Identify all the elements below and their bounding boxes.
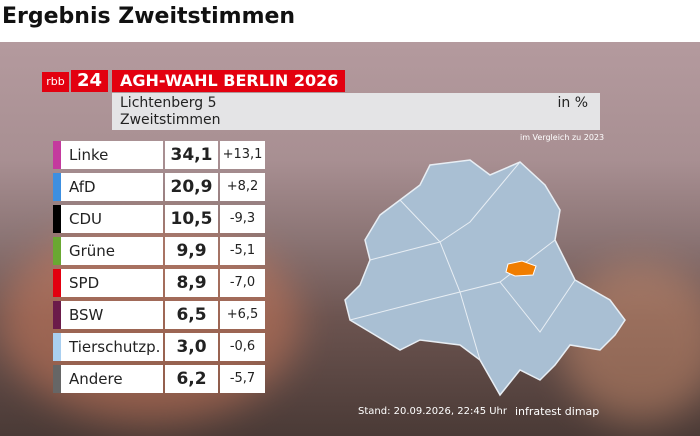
vote-share: 8,9 bbox=[165, 269, 218, 297]
logo-number: 24 bbox=[71, 70, 108, 92]
banner: AGH-WAHL BERLIN 2026 bbox=[112, 70, 345, 92]
page-title: Ergebnis Zweitstimmen bbox=[2, 4, 296, 29]
party-cell: AfD bbox=[53, 173, 163, 201]
party-cell: Tierschutzp. bbox=[53, 333, 163, 361]
party-name: Andere bbox=[69, 370, 123, 388]
district-border bbox=[499, 279, 576, 333]
unit: in % bbox=[557, 95, 588, 111]
source: infratest dimap bbox=[515, 405, 600, 418]
party-color bbox=[53, 237, 61, 265]
party-cell: BSW bbox=[53, 301, 163, 329]
logo-brand: rbb bbox=[42, 72, 69, 92]
vote-change: +13,1 bbox=[220, 141, 265, 169]
vote-change: +8,2 bbox=[220, 173, 265, 201]
map-outline bbox=[344, 159, 626, 397]
party-name: BSW bbox=[69, 306, 104, 324]
vote-share: 6,2 bbox=[165, 365, 218, 393]
party-color bbox=[53, 333, 61, 361]
party-color bbox=[53, 205, 61, 233]
party-cell: Grüne bbox=[53, 237, 163, 265]
party-name: Grüne bbox=[69, 242, 116, 260]
party-color bbox=[53, 365, 61, 393]
vote-share: 34,1 bbox=[165, 141, 218, 169]
party-name: CDU bbox=[69, 210, 103, 228]
vote-change: -5,1 bbox=[220, 237, 265, 265]
party-cell: Andere bbox=[53, 365, 163, 393]
vote-change: +6,5 bbox=[220, 301, 265, 329]
party-color bbox=[53, 173, 61, 201]
party-name: Tierschutzp. bbox=[69, 338, 161, 356]
party-color bbox=[53, 301, 61, 329]
vote-share: 9,9 bbox=[165, 237, 218, 265]
vote-change: -7,0 bbox=[220, 269, 265, 297]
party-color bbox=[53, 141, 61, 169]
district-border bbox=[349, 291, 481, 361]
district: Lichtenberg 5 bbox=[120, 95, 217, 111]
vote-share: 20,9 bbox=[165, 173, 218, 201]
graphic: rbb 24 AGH-WAHL BERLIN 2026 Lichtenberg … bbox=[0, 42, 700, 436]
party-name: Linke bbox=[69, 146, 109, 164]
party-cell: Linke bbox=[53, 141, 163, 169]
party-name: AfD bbox=[69, 178, 96, 196]
district-border bbox=[399, 161, 521, 243]
vote-share: 3,0 bbox=[165, 333, 218, 361]
header-box: Lichtenberg 5 Zweitstimmen in % bbox=[112, 93, 600, 130]
vote-change: -9,3 bbox=[220, 205, 265, 233]
vote-change: -5,7 bbox=[220, 365, 265, 393]
map bbox=[344, 159, 626, 397]
vote-share: 6,5 bbox=[165, 301, 218, 329]
vote-change: -0,6 bbox=[220, 333, 265, 361]
party-name: SPD bbox=[69, 274, 100, 292]
vote-share: 10,5 bbox=[165, 205, 218, 233]
party-cell: SPD bbox=[53, 269, 163, 297]
vote-type: Zweitstimmen bbox=[120, 112, 221, 128]
highlighted-district bbox=[505, 260, 537, 277]
party-cell: CDU bbox=[53, 205, 163, 233]
party-color bbox=[53, 269, 61, 297]
comparison-note: im Vergleich zu 2023 bbox=[520, 133, 605, 142]
timestamp: Stand: 20.09.2026, 22:45 Uhr bbox=[358, 406, 508, 417]
